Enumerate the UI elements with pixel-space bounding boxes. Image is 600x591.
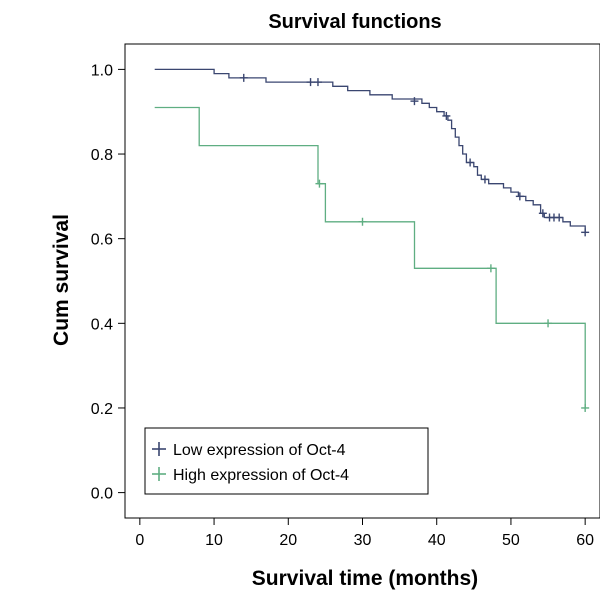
censor-mark <box>315 179 324 188</box>
y-axis-label: Cum survival <box>50 214 73 346</box>
legend-item: Low expression of Oct-4 <box>152 442 346 459</box>
y-tick-label: 0.6 <box>91 232 113 249</box>
legend-box <box>144 427 429 495</box>
legend-item: High expression of Oct-4 <box>152 467 349 484</box>
censor-mark <box>581 403 590 412</box>
y-tick-label: 0.2 <box>91 401 113 418</box>
x-tick-label: 60 <box>576 532 594 549</box>
censor-mark <box>480 175 489 184</box>
x-tick-label: 10 <box>205 532 223 549</box>
legend-label: High expression of Oct-4 <box>173 467 349 484</box>
censor-mark <box>581 228 590 237</box>
series-line-high-expression <box>154 106 586 408</box>
censor-mark <box>313 78 322 87</box>
censor-mark <box>466 158 475 167</box>
censor-mark <box>410 97 419 106</box>
censor-mark <box>544 319 553 328</box>
y-tick-label: 0.8 <box>91 147 113 164</box>
series-line-low-expression <box>154 68 586 233</box>
y-tick-label: 1.0 <box>91 62 113 79</box>
chart-title: Survival functions <box>268 11 441 33</box>
censor-mark <box>239 73 248 82</box>
y-axis: 0.0 0.2 0.4 0.6 0.8 1.0 <box>91 62 125 503</box>
legend-label: Low expression of Oct-4 <box>173 442 346 459</box>
x-tick-label: 0 <box>135 532 144 549</box>
x-tick-label: 20 <box>279 532 297 549</box>
y-tick-label: 0.4 <box>91 316 113 333</box>
y-tick-label: 0.0 <box>91 486 113 503</box>
x-tick-label: 30 <box>354 532 372 549</box>
censor-mark <box>306 78 315 87</box>
censor-mark <box>515 192 524 201</box>
x-tick-label: 40 <box>428 532 446 549</box>
series-layer <box>154 68 590 412</box>
x-tick-label: 50 <box>502 532 520 549</box>
x-axis: 0 10 20 30 40 50 60 <box>135 518 594 549</box>
censor-mark <box>538 209 547 218</box>
censor-mark <box>486 264 495 273</box>
legend: Low expression of Oct-4 High expression o… <box>144 427 429 495</box>
x-axis-label: Survival time (months) <box>252 567 478 590</box>
censor-mark <box>442 111 451 120</box>
censor-mark <box>358 217 367 226</box>
censor-mark <box>555 213 564 222</box>
